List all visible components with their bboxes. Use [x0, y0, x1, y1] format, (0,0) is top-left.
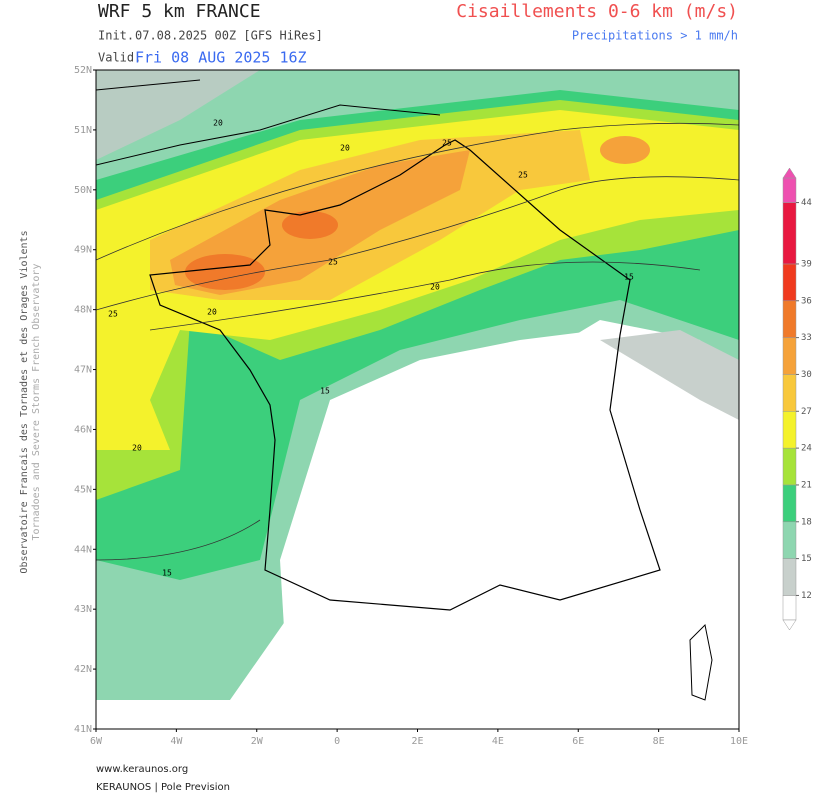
colorbar-band	[782, 484, 797, 523]
colorbar-band	[782, 411, 797, 449]
colorbar-band	[782, 558, 797, 596]
colorbar-band	[782, 374, 797, 412]
lon-label: 0	[334, 736, 340, 747]
colorbar-tick-label: 36	[801, 296, 812, 306]
lat-label: 46N	[74, 424, 92, 435]
footer-url: www.keraunos.org	[96, 764, 188, 775]
colorbar-tick-label: 18	[801, 517, 812, 527]
lon-label: 6E	[572, 736, 584, 747]
colorbar-tick-label: 44	[801, 198, 812, 208]
colorbar-band	[782, 202, 797, 265]
map: 20 20 25 25 20 25 20 15 20 15 15 25	[96, 70, 739, 729]
contour-label: 20	[340, 144, 350, 153]
colorbar-top	[782, 167, 797, 179]
valid-label: Valid.	[98, 51, 141, 65]
side-text-fr: Observatoire Francais des Tornades et de…	[19, 230, 30, 573]
lat-label: 44N	[74, 544, 92, 555]
contour-label: 20	[132, 444, 142, 453]
contour-label: 15	[320, 387, 330, 396]
lat-label: 50N	[74, 185, 92, 196]
lat-label: 48N	[74, 305, 92, 316]
colorbar-tick-label: 21	[801, 480, 812, 490]
footer-credit: KERAUNOS | Pole Prevision	[96, 782, 230, 793]
lat-label: 43N	[74, 604, 92, 615]
lat-label: 51N	[74, 125, 92, 136]
lat-label: 42N	[74, 664, 92, 675]
lon-label: 4W	[170, 736, 183, 747]
lon-label: 4E	[492, 736, 504, 747]
lat-label: 49N	[74, 245, 92, 256]
lon-label: 6W	[90, 736, 103, 747]
contour-label: 15	[162, 569, 172, 578]
lat-label: 47N	[74, 365, 92, 376]
lon-label: 10E	[730, 736, 748, 747]
contour-label: 25	[108, 310, 118, 319]
colorbar-tick-label: 33	[801, 333, 812, 343]
contour-label: 15	[624, 273, 634, 282]
lon-label: 2W	[251, 736, 264, 747]
contour-label: 20	[430, 283, 440, 292]
init-label: Init.	[98, 29, 134, 43]
side-text-en: Tornadoes and Severe Storms French Obser…	[31, 264, 42, 541]
colorbar-tick-label: 15	[801, 554, 812, 564]
colorbar-band	[782, 447, 797, 486]
colorbar-band	[782, 300, 797, 338]
lat-label: 41N	[74, 724, 92, 735]
contour-label: 20	[207, 308, 217, 317]
contour-label: 25	[328, 258, 338, 267]
colorbar-band	[782, 177, 797, 203]
lon-label: 8E	[653, 736, 665, 747]
init-value: 07.08.2025 00Z [GFS HiRes]	[135, 29, 323, 43]
contour-label: 25	[518, 171, 528, 180]
precip-note: Precipitations > 1 mm/h	[572, 29, 738, 43]
lat-label: 52N	[74, 65, 92, 76]
colorbar-tick-label: 30	[801, 370, 812, 380]
colorbar-band	[782, 521, 797, 559]
colorbar-tick-label: 39	[801, 259, 812, 269]
lon-label: 2E	[411, 736, 423, 747]
colorbar-band	[782, 595, 797, 621]
colorbar-tick-label: 24	[801, 444, 812, 454]
colorbar-tick-label: 12	[801, 591, 812, 601]
contour-label: 20	[213, 119, 223, 128]
contour-label: 25	[442, 139, 452, 148]
colorbar-bottom	[782, 619, 797, 631]
parameter: Cisaillements 0-6 km (m/s)	[456, 1, 738, 22]
colorbar-band	[782, 337, 797, 375]
valid-value: Fri 08 AUG 2025 16Z	[135, 49, 307, 67]
colorbar-band	[782, 263, 797, 302]
title: WRF 5 km FRANCE	[98, 1, 261, 22]
lat-label: 45N	[74, 484, 92, 495]
colorbar-tick-label: 27	[801, 407, 812, 417]
